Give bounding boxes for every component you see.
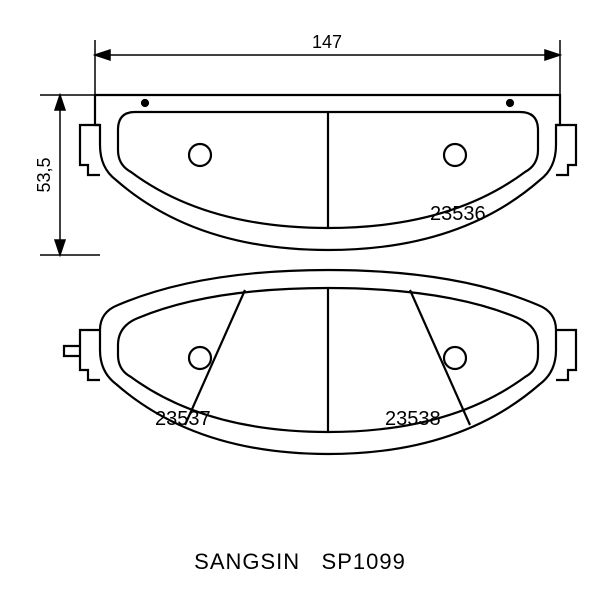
- bottom-brake-pad: [64, 270, 576, 454]
- height-value: 53,5: [34, 157, 54, 192]
- drawing-canvas: 147 53,5 23536: [0, 0, 600, 600]
- top-brake-pad: [80, 95, 576, 250]
- footer-label: SANGSIN SP1099: [0, 549, 600, 575]
- width-value: 147: [312, 32, 342, 52]
- bottom-pad-right-part-number: 23538: [385, 408, 441, 430]
- brand-name: SANGSIN: [194, 549, 300, 574]
- top-pad-part-number: 23536: [430, 203, 486, 225]
- model-number: SP1099: [322, 549, 406, 574]
- bottom-pad-left-part-number: 23537: [155, 408, 211, 430]
